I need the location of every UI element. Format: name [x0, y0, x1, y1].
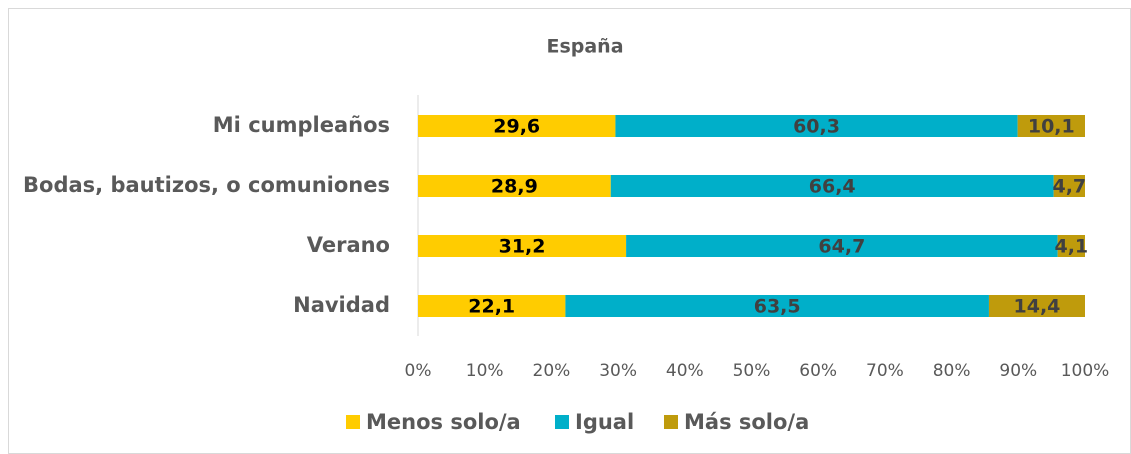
category-label: Navidad — [293, 293, 390, 317]
data-label: 63,5 — [754, 296, 801, 318]
category-label: Bodas, bautizos, o comuniones — [23, 173, 390, 197]
data-label: 64,7 — [818, 236, 865, 258]
legend-label: Menos solo/a — [366, 410, 521, 434]
x-tick-label: 40% — [666, 361, 704, 381]
bar-segment — [610, 175, 1054, 197]
bar-segment — [1053, 175, 1085, 197]
bar-segment — [1057, 235, 1085, 257]
bar-segment — [626, 235, 1058, 257]
data-label: 31,2 — [499, 236, 546, 258]
x-tick-label: 0% — [405, 361, 432, 381]
x-tick-label: 100% — [1061, 361, 1110, 381]
chart-title: España — [546, 36, 623, 58]
x-tick-label: 10% — [466, 361, 504, 381]
data-label: 60,3 — [793, 116, 840, 138]
bar-segment — [418, 175, 611, 197]
data-label: 4,7 — [1052, 176, 1086, 198]
bar-segment — [988, 295, 1085, 317]
x-tick-label: 70% — [866, 361, 904, 381]
legend-swatch — [664, 415, 678, 429]
data-label: 66,4 — [809, 176, 856, 198]
bar-segment — [565, 295, 989, 317]
legend-swatch — [346, 415, 360, 429]
x-tick-label: 90% — [999, 361, 1037, 381]
category-label: Mi cumpleaños — [213, 113, 390, 137]
data-label: 29,6 — [493, 116, 540, 138]
x-tick-label: 30% — [599, 361, 637, 381]
data-label: 10,1 — [1028, 116, 1075, 138]
data-label: 4,1 — [1054, 236, 1088, 258]
category-label: Verano — [307, 233, 390, 257]
data-label: 28,9 — [491, 176, 538, 198]
data-label: 22,1 — [468, 296, 515, 318]
bar-segment — [418, 235, 627, 257]
bar-segment — [418, 115, 616, 137]
legend-swatch — [555, 415, 569, 429]
x-tick-label: 50% — [733, 361, 771, 381]
data-label: 14,4 — [1014, 296, 1061, 318]
x-tick-label: 80% — [933, 361, 971, 381]
chart-border — [8, 8, 1131, 454]
legend-label: Más solo/a — [684, 410, 809, 434]
bar-segment — [1017, 115, 1085, 137]
legend-label: Igual — [575, 410, 634, 434]
bar-segment — [615, 115, 1018, 137]
x-tick-label: 20% — [533, 361, 571, 381]
x-tick-label: 60% — [799, 361, 837, 381]
bar-segment — [418, 295, 566, 317]
